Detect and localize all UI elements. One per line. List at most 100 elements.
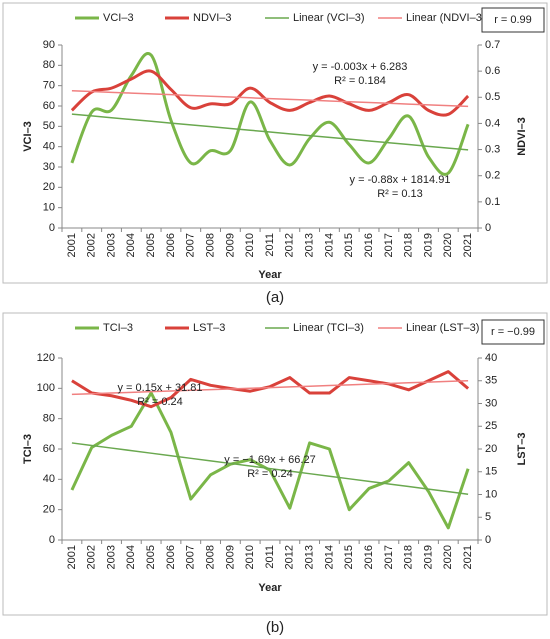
y2-tick-label: 40 [485, 352, 497, 364]
x-tick-label: 2019 [422, 233, 434, 257]
y2-axis-title: LST–3 [516, 432, 528, 465]
x-tick-label: 2006 [165, 545, 177, 569]
y2-axis-title: NDVI–3 [516, 117, 528, 156]
series-line [71, 370, 470, 409]
r-label: r = −0.99 [491, 326, 535, 338]
x-tick-label: 2021 [462, 233, 474, 257]
y2-tick-label: 0.5 [485, 91, 500, 103]
y2-tick-label: 5 [485, 511, 491, 523]
x-tick-label: 2012 [284, 545, 296, 569]
x-tick-label: 2012 [284, 233, 296, 257]
x-tick-label: 2008 [204, 233, 216, 257]
y2-tick-label: 25 [485, 420, 497, 432]
r-box [481, 7, 545, 33]
x-tick-label: 2006 [165, 233, 177, 257]
y-tick-label: 80 [43, 413, 55, 425]
x-tick-label: 2009 [224, 233, 236, 257]
y2-tick-label: 0.4 [485, 117, 500, 129]
series-line [71, 113, 469, 151]
y2-tick-label: 0 [485, 222, 491, 234]
trend-equation: R² = 0.13 [377, 188, 423, 200]
x-tick-label: 2010 [244, 545, 256, 569]
series-line [71, 380, 469, 396]
legend-label: Linear (VCI–3) [293, 12, 365, 24]
x-tick-label: 2004 [125, 545, 137, 569]
x-tick-label: 2015 [343, 233, 355, 257]
legend-label: NDVI–3 [193, 12, 232, 24]
panel-label: (a) [266, 289, 284, 306]
x-tick-label: 2016 [363, 545, 375, 569]
y2-tick-label: 35 [485, 375, 497, 387]
x-tick-label: 2018 [403, 233, 415, 257]
trend-equation: y = -0.003x + 6.283 [313, 61, 408, 73]
y-tick-label: 80 [43, 59, 55, 71]
x-tick-label: 2005 [145, 545, 157, 569]
y-tick-label: 30 [43, 161, 55, 173]
y2-tick-label: 0.1 [485, 196, 500, 208]
panel-frame [2, 312, 548, 616]
y2-tick-label: 0.3 [485, 143, 500, 155]
x-tick-label: 2001 [66, 233, 78, 257]
legend-label: Linear (NDVI–3) [406, 12, 485, 24]
trend-equation: y = −1.69x + 66.27 [224, 454, 315, 466]
trend-equation: R² = 0.184 [334, 75, 386, 87]
trend-equation: y = 0.15x + 31.81 [117, 382, 202, 394]
y-tick-label: 60 [43, 443, 55, 455]
x-tick-label: 2013 [304, 545, 316, 569]
panel-frame [2, 2, 548, 284]
y-axis-title: TCI–3 [22, 434, 34, 464]
series-line [71, 90, 469, 108]
x-tick-label: 2013 [304, 233, 316, 257]
x-tick-label: 2009 [224, 545, 236, 569]
x-tick-label: 2007 [185, 545, 197, 569]
y-tick-label: 0 [49, 222, 55, 234]
trend-equation: y = -0.88x + 1814.91 [350, 174, 451, 186]
y-tick-label: 120 [37, 352, 55, 364]
x-tick-label: 2015 [343, 545, 355, 569]
r-label: r = 0.99 [494, 14, 532, 26]
y2-tick-label: 20 [485, 443, 497, 455]
x-tick-label: 2017 [383, 545, 395, 569]
trend-equation: R² = 0.24 [247, 468, 293, 480]
x-tick-label: 2014 [323, 233, 335, 257]
x-tick-label: 2003 [105, 233, 117, 257]
x-tick-label: 2020 [442, 233, 454, 257]
y-tick-label: 20 [43, 181, 55, 193]
x-tick-label: 2002 [86, 545, 98, 569]
series-line [71, 442, 469, 495]
r-box [481, 319, 545, 345]
y2-tick-label: 0.6 [485, 65, 500, 77]
legend-label: Linear (TCI–3) [293, 322, 364, 334]
panel-label: (b) [266, 619, 284, 636]
y2-tick-label: 0.2 [485, 170, 500, 182]
series-line [70, 52, 470, 176]
x-axis-title: Year [258, 582, 282, 594]
x-tick-label: 2001 [66, 545, 78, 569]
series-line [70, 391, 470, 530]
y2-tick-label: 15 [485, 466, 497, 478]
x-tick-label: 2002 [86, 233, 98, 257]
x-axis-title: Year [258, 269, 282, 281]
legend-label: VCI–3 [103, 12, 134, 24]
legend-label: Linear (LST–3) [406, 322, 479, 334]
x-tick-label: 2014 [323, 545, 335, 569]
y-tick-label: 90 [43, 39, 55, 51]
x-tick-label: 2011 [264, 233, 276, 257]
y2-tick-label: 0.7 [485, 39, 500, 51]
y-tick-label: 60 [43, 100, 55, 112]
x-tick-label: 2021 [462, 545, 474, 569]
y-tick-label: 10 [43, 202, 55, 214]
y2-tick-label: 10 [485, 488, 497, 500]
y2-tick-label: 30 [485, 397, 497, 409]
y-tick-label: 40 [43, 141, 55, 153]
y-tick-label: 50 [43, 120, 55, 132]
x-tick-label: 2010 [244, 233, 256, 257]
y-tick-label: 40 [43, 473, 55, 485]
x-tick-label: 2018 [403, 545, 415, 569]
y-tick-label: 100 [37, 382, 55, 394]
x-tick-label: 2004 [125, 233, 137, 257]
x-tick-label: 2008 [204, 545, 216, 569]
x-tick-label: 2003 [105, 545, 117, 569]
legend-label: TCI–3 [103, 322, 133, 334]
legend-label: LST–3 [193, 322, 225, 334]
